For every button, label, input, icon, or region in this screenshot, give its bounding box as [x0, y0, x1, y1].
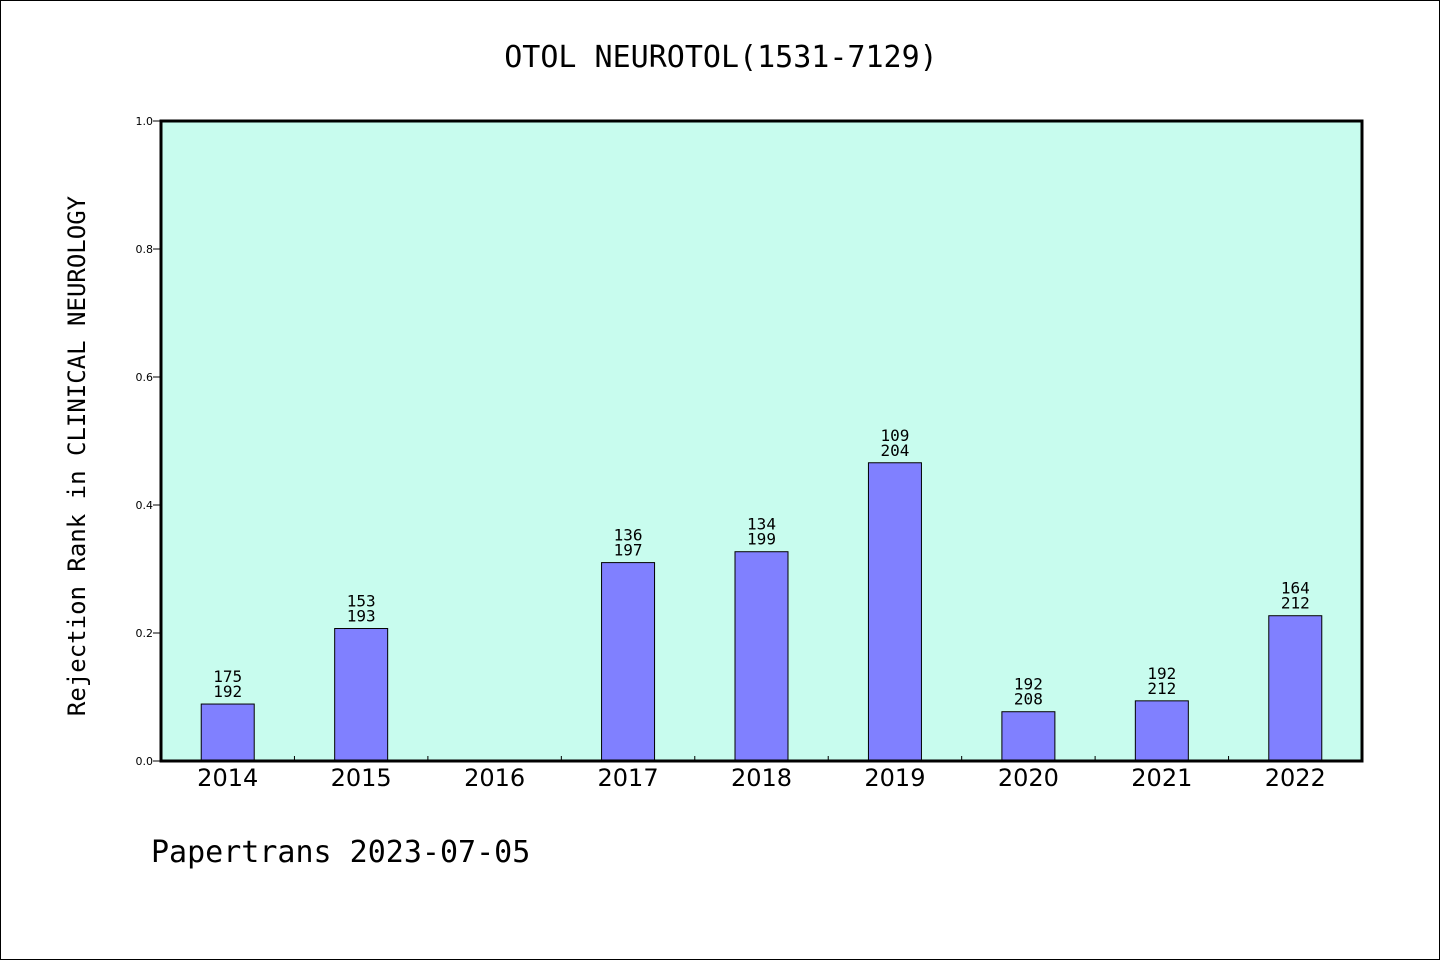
bar-2022 — [1268, 615, 1323, 762]
bar-2020 — [1001, 711, 1056, 762]
bar-label-bottom: 192 — [213, 682, 242, 701]
bar-label-bottom: 199 — [747, 530, 776, 549]
y-tick-label: 0.4 — [136, 499, 154, 512]
x-tick-label: 2021 — [1131, 764, 1192, 792]
x-tick-label: 2019 — [864, 764, 925, 792]
bar-2017 — [601, 562, 656, 762]
chart-title: OTOL NEUROTOL(1531-7129) — [504, 40, 937, 75]
footer-credit: Papertrans 2023-07-05 — [151, 835, 531, 870]
x-tick-label: 2018 — [731, 764, 792, 792]
bar-2018 — [734, 551, 789, 762]
x-tick-label: 2017 — [598, 764, 659, 792]
bar-label-bottom: 197 — [614, 541, 643, 560]
y-tick-label: 0.2 — [136, 627, 154, 640]
x-tick-label: 2016 — [464, 764, 525, 792]
bar-label-top: 109 — [880, 426, 909, 445]
bar-2015 — [334, 628, 389, 762]
bar-labels: 1751921531931361971341991092041922081922… — [213, 426, 1309, 709]
plot-border — [159, 119, 1364, 763]
bar-label-bottom: 212 — [1147, 679, 1176, 698]
y-tick-label: 1.0 — [136, 115, 154, 128]
bar-label-top: 164 — [1281, 579, 1310, 598]
x-tick-label: 2014 — [197, 764, 258, 792]
bar-label-bottom: 212 — [1281, 594, 1310, 613]
y-tick-label: 0.6 — [136, 371, 154, 384]
bar-2019 — [867, 462, 922, 762]
bar-label-bottom: 204 — [880, 441, 909, 460]
bars — [200, 462, 1323, 762]
bar-label-top: 192 — [1147, 664, 1176, 683]
bar-2021 — [1134, 700, 1189, 762]
x-tick-label: 2022 — [1265, 764, 1326, 792]
bar-label-top: 134 — [747, 515, 776, 534]
bar-label-top: 136 — [614, 526, 643, 545]
y-axis-label: Rejection Rank in CLINICAL NEUROLOGY — [63, 195, 91, 716]
x-tick-label: 2020 — [998, 764, 1059, 792]
x-tick-label: 2015 — [331, 764, 392, 792]
bar-2014 — [200, 703, 255, 762]
bar-label-bottom: 208 — [1014, 690, 1043, 709]
bar-label-bottom: 193 — [347, 607, 376, 626]
y-tick-label: 0.0 — [136, 755, 154, 768]
bar-label-top: 192 — [1014, 675, 1043, 694]
bar-label-top: 153 — [347, 592, 376, 611]
x-axis: 2014 2015 2016 2017 2018 2019 2020 2021 2022 — [197, 756, 1326, 792]
y-axis: 0.0 0.2 0.4 0.6 0.8 1.0 — [136, 115, 161, 768]
y-tick-label: 0.8 — [136, 243, 154, 256]
bar-label-top: 175 — [213, 667, 242, 686]
